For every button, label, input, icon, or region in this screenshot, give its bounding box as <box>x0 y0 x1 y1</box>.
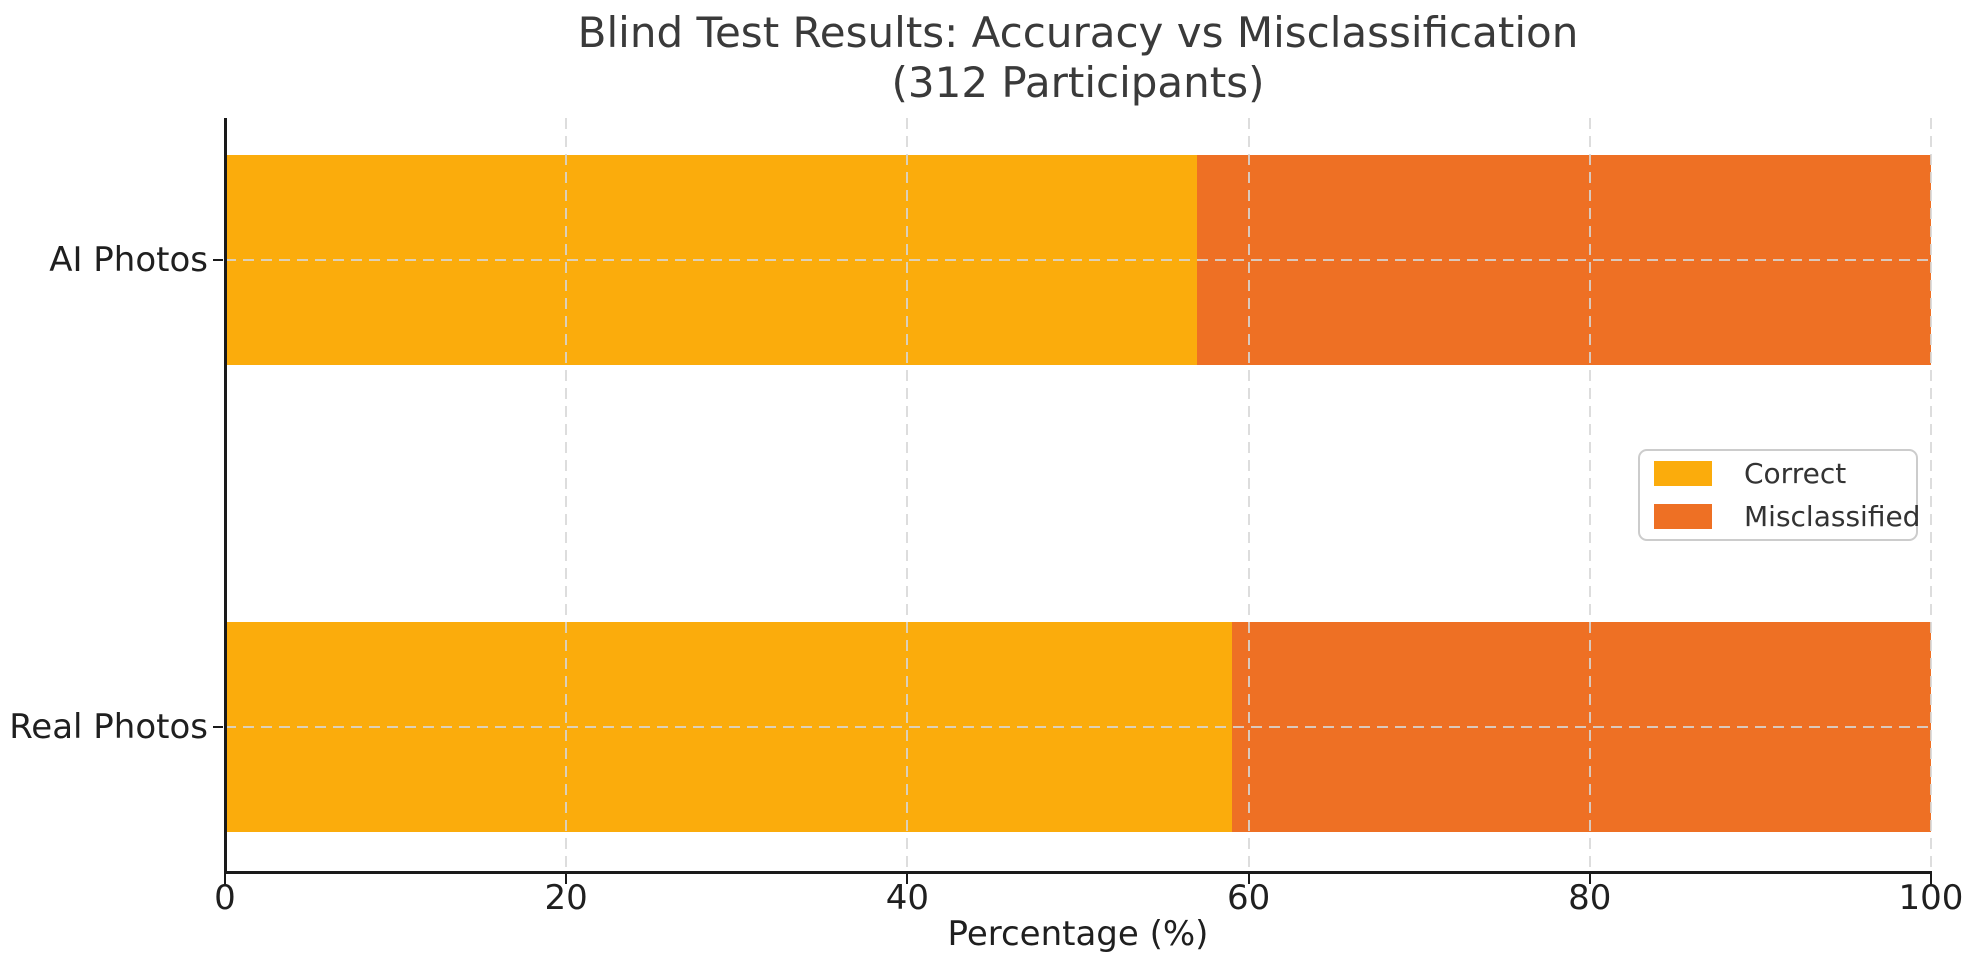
y-tick-mark-ai-photos <box>213 259 223 261</box>
x-tick-mark-20 <box>565 874 568 884</box>
legend-row-misclassified: Misclassified <box>1654 500 1920 533</box>
y-tick-mark-real-photos <box>213 726 223 728</box>
x-tick-label-60: 60 <box>1226 878 1271 918</box>
gridline-y-ai-photos <box>225 259 1931 261</box>
y-axis-spine <box>224 118 227 872</box>
legend-swatch-misclassified <box>1654 504 1712 529</box>
gridline-x-80 <box>1588 118 1591 872</box>
chart-title-line1: Blind Test Results: Accuracy vs Misclass… <box>577 8 1579 57</box>
gridline-x-40 <box>906 118 909 872</box>
x-tick-mark-80 <box>1588 874 1591 884</box>
x-tick-label-100: 100 <box>1898 878 1964 918</box>
gridline-x-100 <box>1930 118 1932 872</box>
gridline-x-60 <box>1247 118 1250 872</box>
y-tick-label-real-photos: Real Photos <box>9 707 208 747</box>
y-tick-label-ai-photos: AI Photos <box>49 240 208 280</box>
x-tick-mark-40 <box>906 874 909 884</box>
gridline-y-real-photos <box>225 726 1931 728</box>
legend-row-correct: Correct <box>1654 457 1902 490</box>
x-tick-mark-0 <box>224 874 226 884</box>
legend-swatch-correct <box>1654 461 1712 486</box>
plot-area <box>224 118 1932 872</box>
x-tick-mark-100 <box>1930 874 1932 884</box>
legend-label-correct: Correct <box>1744 457 1847 490</box>
x-tick-label-0: 0 <box>214 878 236 918</box>
x-axis-label: Percentage (%) <box>947 914 1209 954</box>
x-axis-spine <box>224 871 1932 874</box>
legend-label-misclassified: Misclassified <box>1744 500 1921 533</box>
x-tick-label-20: 20 <box>544 878 588 918</box>
gridline-x-20 <box>565 118 568 872</box>
legend: Correct Misclassified <box>1638 449 1920 541</box>
x-tick-label-40: 40 <box>885 878 930 918</box>
chart-title: Blind Test Results: Accuracy vs Misclass… <box>225 8 1931 107</box>
x-tick-label-80: 80 <box>1568 878 1612 918</box>
x-tick-mark-60 <box>1247 874 1250 884</box>
chart-title-line2: (312 Participants) <box>891 57 1265 107</box>
